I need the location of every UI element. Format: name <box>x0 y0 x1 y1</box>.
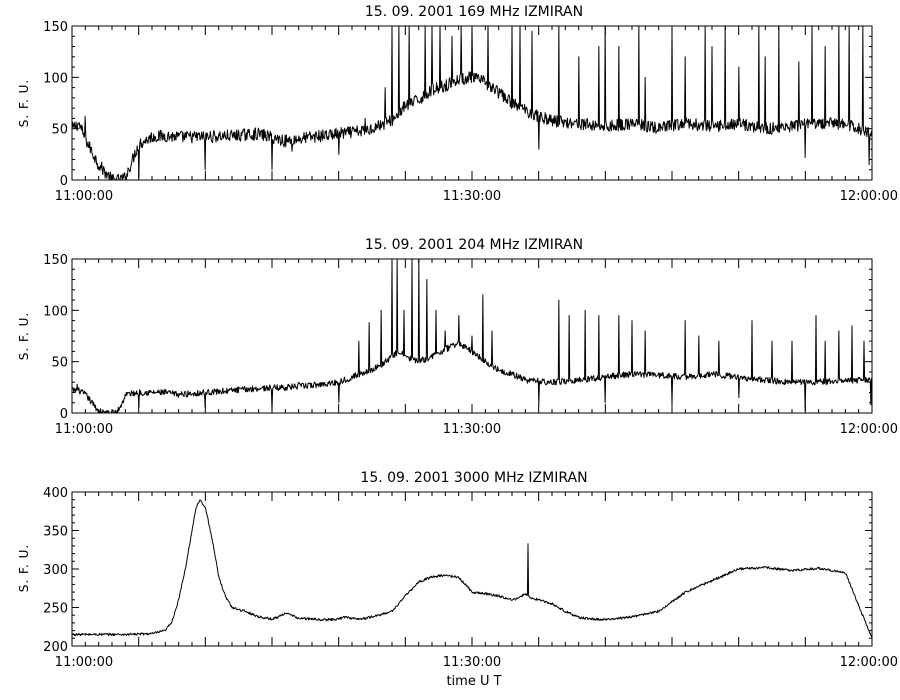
y-axis-label-204mhz: S. F. U. <box>17 312 31 360</box>
y-tick-label: 250 <box>43 602 68 617</box>
y-tick-label: 350 <box>43 525 68 540</box>
y-tick-label: 150 <box>43 253 68 268</box>
x-tick-label: 12:00:00 <box>840 422 898 437</box>
y-tick-label: 0 <box>60 174 68 189</box>
y-tick-label: 50 <box>51 356 68 371</box>
y-tick-label: 0 <box>60 407 68 422</box>
y-tick-label: 200 <box>43 640 68 655</box>
y-tick-label: 100 <box>43 71 68 86</box>
x-tick-label: 11:00:00 <box>55 422 113 437</box>
x-axis-label: time U T <box>446 674 501 689</box>
chart-title-3000mhz: 15. 09. 2001 3000 MHz IZMIRAN <box>360 470 587 486</box>
plot-frame <box>71 491 873 647</box>
x-tick-label: 11:30:00 <box>443 422 501 437</box>
series-line <box>71 499 873 638</box>
y-tick-label: 400 <box>43 486 68 501</box>
chart-title-169mhz: 15. 09. 2001 169 MHz IZMIRAN <box>365 4 583 20</box>
chart-panel-204mhz: 15. 09. 2001 204 MHz IZMIRAN S. F. U. 0 5… <box>17 237 898 437</box>
series-line <box>71 258 873 414</box>
y-tick-label: 150 <box>43 20 68 35</box>
x-tick-label: 11:00:00 <box>55 655 113 670</box>
y-tick-label: 100 <box>43 304 68 319</box>
x-tick-label: 11:00:00 <box>55 189 113 204</box>
y-tick-label: 50 <box>51 123 68 138</box>
y-axis-label-3000mhz: S. F. U. <box>17 544 31 592</box>
y-tick-label: 300 <box>43 563 68 578</box>
x-tick-label: 12:00:00 <box>840 655 898 670</box>
x-tick-label: 11:30:00 <box>443 189 501 204</box>
x-tick-label: 12:00:00 <box>840 189 898 204</box>
x-tick-label: 11:30:00 <box>443 655 501 670</box>
chart-panel-3000mhz: 15. 09. 2001 3000 MHz IZMIRAN S. F. U. 2… <box>17 470 898 670</box>
y-axis-label-169mhz: S. F. U. <box>17 79 31 127</box>
chart-title-204mhz: 15. 09. 2001 204 MHz IZMIRAN <box>365 237 583 253</box>
series-line <box>71 25 873 181</box>
chart-panel-169mhz: 15. 09. 2001 169 MHz IZMIRAN S. F. U. 0 5… <box>17 4 898 204</box>
